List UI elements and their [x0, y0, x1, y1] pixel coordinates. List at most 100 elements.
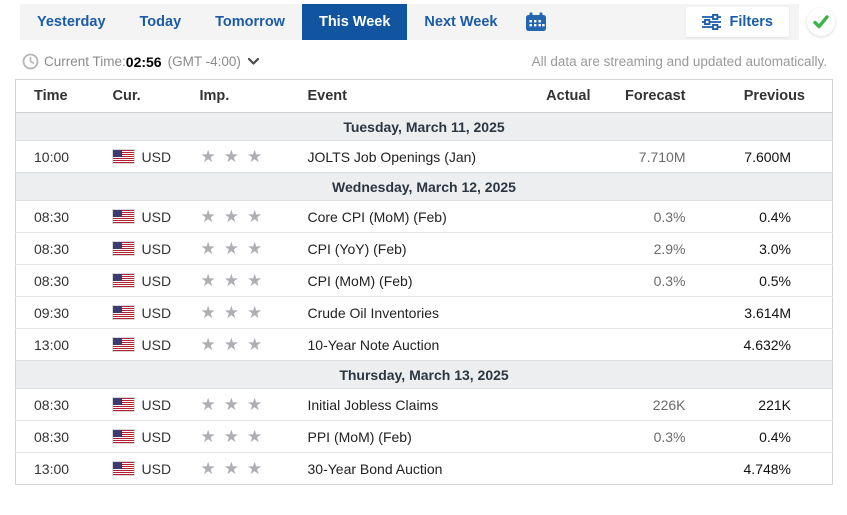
currency-code: USD: [141, 396, 172, 413]
event-importance: ★★★: [195, 328, 301, 361]
us-flag-icon: [112, 430, 134, 443]
event-currency: USD: [100, 264, 196, 297]
event-name[interactable]: CPI (MoM) (Feb): [300, 264, 521, 297]
event-time: 13:00: [15, 452, 101, 485]
currency-code: USD: [141, 240, 172, 257]
event-time: 09:30: [15, 296, 101, 329]
us-flag-icon: [112, 338, 134, 351]
event-actual: [520, 388, 606, 421]
event-actual: [520, 264, 606, 297]
importance-stars-icon: ★★★: [200, 239, 271, 258]
clock-icon: [22, 53, 39, 70]
event-name[interactable]: 30-Year Bond Auction: [300, 452, 521, 485]
event-row[interactable]: 13:00 USD ★★★ 10-Year Note Auction 4.632…: [15, 328, 833, 361]
header-importance: Imp.: [195, 79, 301, 113]
event-previous: 7.600M: [700, 140, 833, 173]
event-time: 08:30: [15, 420, 101, 453]
event-forecast: 0.3%: [605, 420, 701, 453]
event-actual: [520, 200, 606, 233]
event-forecast: [605, 452, 701, 485]
importance-stars-icon: ★★★: [200, 395, 271, 414]
event-row[interactable]: 08:30 USD ★★★ Core CPI (MoM) (Feb) 0.3% …: [15, 200, 833, 233]
event-importance: ★★★: [195, 388, 301, 421]
filters-label: Filters: [729, 14, 773, 30]
event-row[interactable]: 08:30 USD ★★★ Initial Jobless Claims 226…: [15, 388, 833, 421]
header-previous: Previous: [700, 79, 833, 113]
date-separator-row: Wednesday, March 12, 2025: [15, 172, 833, 201]
date-separator-row: Tuesday, March 11, 2025: [15, 112, 833, 141]
event-forecast: 0.3%: [605, 200, 701, 233]
event-row[interactable]: 09:30 USD ★★★ Crude Oil Inventories 3.61…: [15, 296, 833, 329]
event-importance: ★★★: [195, 140, 301, 173]
event-currency: USD: [100, 232, 196, 265]
event-importance: ★★★: [195, 232, 301, 265]
event-previous: 4.748%: [700, 452, 833, 485]
header-forecast: Forecast: [605, 79, 701, 113]
currency-code: USD: [141, 460, 172, 477]
event-time: 13:00: [15, 328, 101, 361]
event-name[interactable]: PPI (MoM) (Feb): [300, 420, 521, 453]
event-row[interactable]: 10:00 USD ★★★ JOLTS Job Openings (Jan) 7…: [15, 140, 833, 173]
importance-stars-icon: ★★★: [200, 271, 271, 290]
calendar-icon: [525, 12, 546, 31]
event-actual: [520, 328, 606, 361]
tab-next-week[interactable]: Next Week: [424, 14, 498, 30]
event-actual: [520, 232, 606, 265]
currency-code: USD: [141, 272, 172, 289]
event-name[interactable]: Crude Oil Inventories: [300, 296, 521, 329]
event-row[interactable]: 08:30 USD ★★★ CPI (YoY) (Feb) 2.9% 3.0%: [15, 232, 833, 265]
tab-this-week[interactable]: This Week: [301, 4, 408, 40]
timezone-value: (GMT -4:00): [167, 54, 241, 69]
filters-button[interactable]: Filters: [686, 7, 789, 37]
event-name[interactable]: Core CPI (MoM) (Feb): [300, 200, 521, 233]
event-time: 10:00: [15, 140, 101, 173]
event-forecast: 0.3%: [605, 264, 701, 297]
event-importance: ★★★: [195, 420, 301, 453]
event-row[interactable]: 13:00 USD ★★★ 30-Year Bond Auction 4.748…: [15, 452, 833, 485]
us-flag-icon: [112, 462, 134, 475]
event-row[interactable]: 08:30 USD ★★★ PPI (MoM) (Feb) 0.3% 0.4%: [15, 420, 833, 453]
date-label: Wednesday, March 12, 2025: [15, 172, 833, 201]
currency-code: USD: [141, 208, 172, 225]
importance-stars-icon: ★★★: [200, 335, 271, 354]
event-name[interactable]: JOLTS Job Openings (Jan): [300, 140, 521, 173]
tab-today[interactable]: Today: [139, 14, 182, 30]
event-currency: USD: [100, 420, 196, 453]
event-name[interactable]: CPI (YoY) (Feb): [300, 232, 521, 265]
event-row[interactable]: 08:30 USD ★★★ CPI (MoM) (Feb) 0.3% 0.5%: [15, 264, 833, 297]
event-importance: ★★★: [195, 296, 301, 329]
event-currency: USD: [100, 452, 196, 485]
us-flag-icon: [112, 242, 134, 255]
tabbar: Yesterday Today Tomorrow This Week Next Week: [20, 4, 799, 40]
event-actual: [520, 140, 606, 173]
event-previous: 0.4%: [700, 200, 833, 233]
event-currency: USD: [100, 296, 196, 329]
event-forecast: [605, 296, 701, 329]
event-importance: ★★★: [195, 264, 301, 297]
date-separator-row: Thursday, March 13, 2025: [15, 360, 833, 389]
filters-applied-badge: [807, 8, 835, 36]
timezone-selector[interactable]: (GMT -4:00): [162, 54, 259, 69]
event-actual: [520, 452, 606, 485]
date-picker-button[interactable]: [515, 4, 557, 40]
event-name[interactable]: 10-Year Note Auction: [300, 328, 521, 361]
sliders-icon: [702, 14, 722, 30]
tab-tomorrow[interactable]: Tomorrow: [215, 14, 285, 30]
currency-code: USD: [141, 336, 172, 353]
event-importance: ★★★: [195, 200, 301, 233]
event-time: 08:30: [15, 200, 101, 233]
event-forecast: [605, 328, 701, 361]
event-importance: ★★★: [195, 452, 301, 485]
event-time: 08:30: [15, 388, 101, 421]
event-forecast: 2.9%: [605, 232, 701, 265]
event-forecast: 7.710M: [605, 140, 701, 173]
currency-code: USD: [141, 304, 172, 321]
event-actual: [520, 420, 606, 453]
event-currency: USD: [100, 140, 196, 173]
event-currency: USD: [100, 200, 196, 233]
table-header-row: Time Cur. Imp. Event Actual Forecast Pre…: [15, 79, 833, 113]
currency-code: USD: [141, 428, 172, 445]
tab-yesterday[interactable]: Yesterday: [37, 14, 106, 30]
event-name[interactable]: Initial Jobless Claims: [300, 388, 521, 421]
event-previous: 4.632%: [700, 328, 833, 361]
